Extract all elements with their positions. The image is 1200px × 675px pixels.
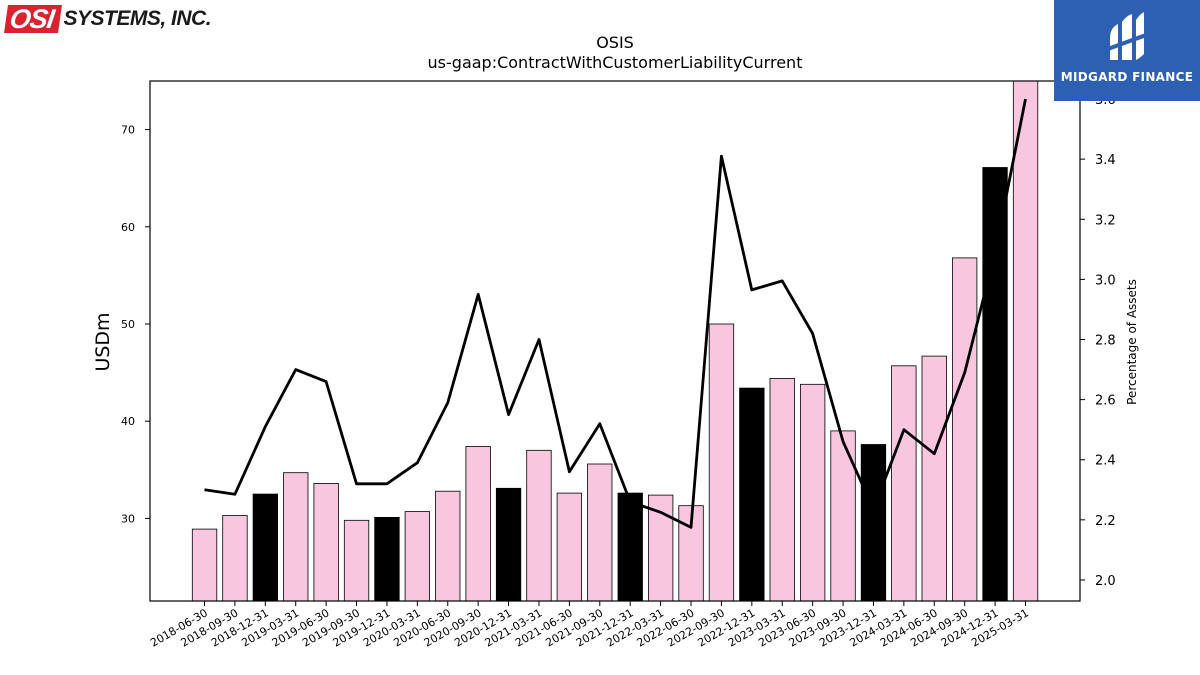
bar-2019-06-30: [313, 482, 339, 602]
y2-tick-label: 2.2: [1095, 514, 1116, 529]
chart-title: OSIS: [596, 33, 634, 52]
percentage-of-assets-line: [204, 98, 1027, 529]
bar-2024-09-30: [952, 257, 978, 602]
y2-tick-label: 2.6: [1095, 394, 1116, 409]
bar-2020-09-30: [465, 446, 491, 602]
y-tick-label: 60: [121, 221, 135, 234]
bar-2022-12-31: [739, 387, 765, 602]
y-tick-label: 30: [121, 512, 135, 525]
bar-2023-12-31: [860, 444, 887, 602]
y2-tick-label: 2.0: [1095, 574, 1116, 589]
line-series: [204, 98, 1027, 529]
y2-axis-label: Percentage of Assets: [1125, 279, 1139, 405]
bar-2019-03-31: [283, 472, 309, 602]
bar-2024-06-30: [921, 355, 947, 602]
midgard-logo-text: MIDGARD FINANCE: [1060, 70, 1194, 84]
chart-subtitle: us-gaap:ContractWithCustomerLiabilityCur…: [428, 53, 803, 72]
bar-2020-12-31: [495, 487, 522, 602]
bar-2022-09-30: [708, 323, 735, 602]
bar-2020-03-31: [404, 511, 431, 602]
bar-2021-03-31: [526, 449, 552, 602]
bar-2019-12-31: [374, 517, 400, 602]
bar-2023-03-31: [769, 377, 795, 602]
bar-2018-12-31: [252, 493, 279, 602]
y2-tick-label: 3.0: [1095, 273, 1116, 288]
osi-systems-logo: OSI SYSTEMS, INC.: [4, 4, 212, 34]
y-axis-right: 2.02.22.42.62.83.03.23.43.6: [1080, 93, 1116, 589]
y-axis-label: USDm: [92, 312, 114, 371]
y2-tick-label: 3.2: [1095, 213, 1116, 228]
bar-2020-06-30: [435, 490, 461, 602]
midgard-finance-logo: MIDGARD FINANCE: [1054, 0, 1200, 101]
y2-tick-label: 2.8: [1095, 333, 1116, 348]
bar-2023-09-30: [830, 430, 856, 602]
bar-2021-09-30: [587, 463, 613, 602]
osi-logo-text: SYSTEMS, INC.: [63, 7, 212, 30]
y-tick-label: 70: [121, 124, 135, 137]
y-axis-left: 30 40 50 60 70: [121, 124, 150, 525]
bar-2018-09-30: [222, 515, 248, 602]
plot-frame: [149, 80, 1081, 602]
y2-tick-label: 2.4: [1095, 454, 1116, 469]
y-tick-label: 40: [121, 415, 135, 428]
bar-2021-12-31: [617, 492, 643, 602]
bar-2024-12-31: [982, 167, 1008, 602]
bar-2019-09-30: [343, 519, 370, 602]
bar-2022-03-31: [648, 494, 674, 602]
midgard-emblem-icon: [1108, 12, 1146, 60]
y-tick-label: 50: [121, 318, 135, 331]
bar-2018-06-30: [191, 528, 218, 602]
bar-2024-03-31: [891, 365, 917, 602]
bar-2023-06-30: [800, 383, 826, 602]
y2-tick-label: 3.4: [1095, 153, 1116, 168]
bar-2025-03-31: [1012, 80, 1039, 602]
x-axis: 2018-06-302018-09-302018-12-312019-03-31…: [148, 601, 1031, 650]
bar-series: [191, 80, 1039, 602]
bar-2021-06-30: [556, 492, 582, 602]
